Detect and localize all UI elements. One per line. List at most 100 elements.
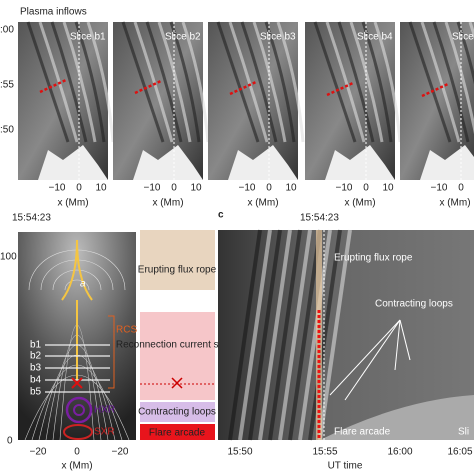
top-x-tick: 10 [190, 183, 202, 194]
top-y-tick: :55 [0, 80, 14, 91]
hxr-contour [73, 404, 85, 416]
top-x-label: x (Mm) [344, 198, 375, 209]
legend-x [171, 377, 183, 389]
streak [318, 229, 352, 441]
left-x-label: x (Mm) [61, 461, 92, 472]
bright-blob [325, 145, 395, 180]
streak [216, 21, 260, 143]
rope-ring [64, 279, 90, 291]
rope-note: Erupting flux rope [334, 253, 413, 264]
legend-rope-box [140, 230, 215, 290]
right-x-tick: 15:50 [227, 447, 252, 458]
top-x-tick: 0 [171, 183, 177, 194]
streak [62, 21, 97, 143]
hxr-label: HXR [94, 405, 115, 416]
legend-label: Flare arcade [149, 428, 206, 439]
left-y-tick: 0 [7, 436, 13, 447]
sxr-label: SXR [94, 427, 115, 438]
top-x-tick: −10 [144, 183, 161, 194]
streak [181, 21, 210, 143]
slice-name: b3 [30, 363, 42, 374]
top-y-tick: :00 [0, 25, 14, 36]
right-time: 15:54:23 [300, 213, 339, 224]
left-y-tick: 100 [0, 252, 17, 263]
streak [228, 229, 262, 441]
streak [456, 21, 474, 85]
streak [50, 21, 88, 143]
top-x-tick: 0 [363, 183, 369, 194]
streak [276, 21, 305, 143]
streak [248, 229, 282, 441]
rcs-bracket [108, 315, 115, 389]
left-x-tick: −20 [112, 447, 129, 458]
top-x-label: x (Mm) [152, 198, 183, 209]
slice-panel [305, 22, 395, 180]
top-x-label: x (Mm) [439, 198, 470, 209]
rcs-label: RCS [116, 325, 137, 336]
top-x-tick: 0 [458, 183, 464, 194]
left-time: 15:54:23 [12, 213, 51, 224]
streak [145, 21, 183, 143]
rope-ring [40, 259, 114, 291]
slice-panel [18, 22, 108, 180]
streak [86, 21, 115, 143]
slice-panel [113, 22, 203, 180]
streak [278, 229, 312, 441]
top-x-label: x (Mm) [247, 198, 278, 209]
loops-note: Contracting loops [375, 299, 453, 310]
streak [349, 21, 384, 143]
slice-name: b2 [30, 351, 42, 362]
streak [268, 229, 302, 441]
bright-blob [133, 145, 203, 180]
top-x-tick: 10 [382, 183, 394, 194]
rope-yellow [61, 239, 93, 380]
right-x-tick: 16:05 [447, 447, 472, 458]
panel-label: Slice b5 [452, 32, 474, 43]
streak [313, 21, 357, 143]
streak [74, 21, 106, 143]
streak [258, 229, 292, 441]
streak [264, 21, 296, 143]
streak [26, 21, 70, 143]
streak [288, 229, 322, 441]
legend-loops-box [140, 402, 215, 422]
streak [337, 21, 375, 143]
bright-blob [228, 145, 298, 180]
streak [121, 21, 165, 143]
streak [361, 21, 393, 143]
top-x-tick: 0 [266, 183, 272, 194]
streak [325, 21, 366, 143]
top-x-tick: −10 [49, 183, 66, 194]
hxr-contour [65, 396, 93, 424]
slice-name: b1 [30, 340, 42, 351]
a-label: a [80, 279, 86, 290]
right-x-label: UT time [328, 461, 363, 472]
streak [240, 21, 278, 143]
top-x-tick: 0 [76, 183, 82, 194]
top-x-tick: −10 [239, 183, 256, 194]
right-x-tick: 16:00 [387, 447, 412, 458]
streak [252, 21, 287, 143]
streak [157, 21, 192, 143]
legend-label: Erupting flux rope [138, 265, 217, 276]
right-x-tick: 15:55 [312, 447, 337, 458]
loops-arrow [399, 319, 411, 361]
top-x-tick: −10 [431, 183, 448, 194]
streak [228, 21, 269, 143]
loops-arrow [394, 319, 401, 371]
streak [373, 21, 402, 143]
slit-note: Sli [458, 427, 469, 438]
x-point [71, 377, 83, 389]
streak [238, 229, 272, 441]
top-x-label: x (Mm) [57, 198, 88, 209]
left-x-tick: 0 [74, 447, 80, 458]
legend-label: Reconnection current sheet [116, 340, 239, 351]
top-x-tick: 10 [95, 183, 107, 194]
c-letter: c [218, 210, 224, 221]
arcade-note: Flare arcade [334, 427, 391, 438]
streak [408, 21, 452, 143]
streak [298, 229, 332, 441]
loops-arrow [344, 319, 401, 401]
slice-name: b4 [30, 375, 42, 386]
